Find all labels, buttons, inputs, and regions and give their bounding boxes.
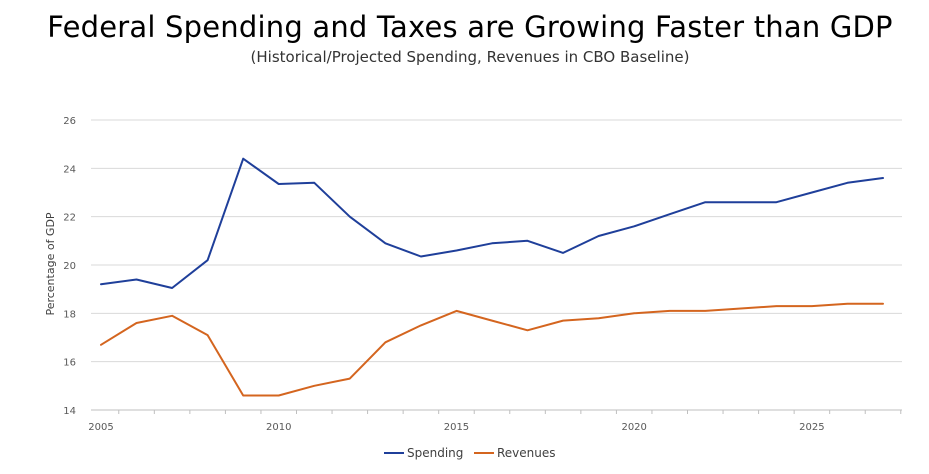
chart-title: Federal Spending and Taxes are Growing F… xyxy=(47,10,893,44)
x-axis: 2005 2010 2015 2020 2025 xyxy=(88,409,902,433)
series-line-revenues xyxy=(100,302,884,397)
y-tick-label: 22 xyxy=(63,213,76,224)
series-group xyxy=(100,157,884,397)
y-tick-label: 26 xyxy=(63,116,76,127)
legend: Spending Revenues xyxy=(384,446,556,460)
y-tick-label: 16 xyxy=(63,358,76,369)
legend-label-revenues: Revenues xyxy=(497,446,556,460)
x-tick-label: 2025 xyxy=(799,422,824,433)
x-tick-label: 2015 xyxy=(444,422,469,433)
x-tick-label: 2020 xyxy=(621,422,646,433)
y-tick-label: 20 xyxy=(63,261,76,272)
chart-subtitle: (Historical/Projected Spending, Revenues… xyxy=(250,48,690,66)
gridlines xyxy=(91,119,902,363)
x-tick-label: 2005 xyxy=(88,422,113,433)
y-axis-label: Percentage of GDP xyxy=(44,212,57,315)
x-tick-label: 2010 xyxy=(266,422,291,433)
y-axis-ticks: 14 16 18 20 22 24 26 xyxy=(63,116,76,417)
y-tick-label: 24 xyxy=(63,164,76,175)
y-tick-label: 18 xyxy=(63,309,76,320)
legend-label-spending: Spending xyxy=(407,446,463,460)
y-tick-label: 14 xyxy=(63,406,76,417)
series-line-spending xyxy=(100,157,884,289)
